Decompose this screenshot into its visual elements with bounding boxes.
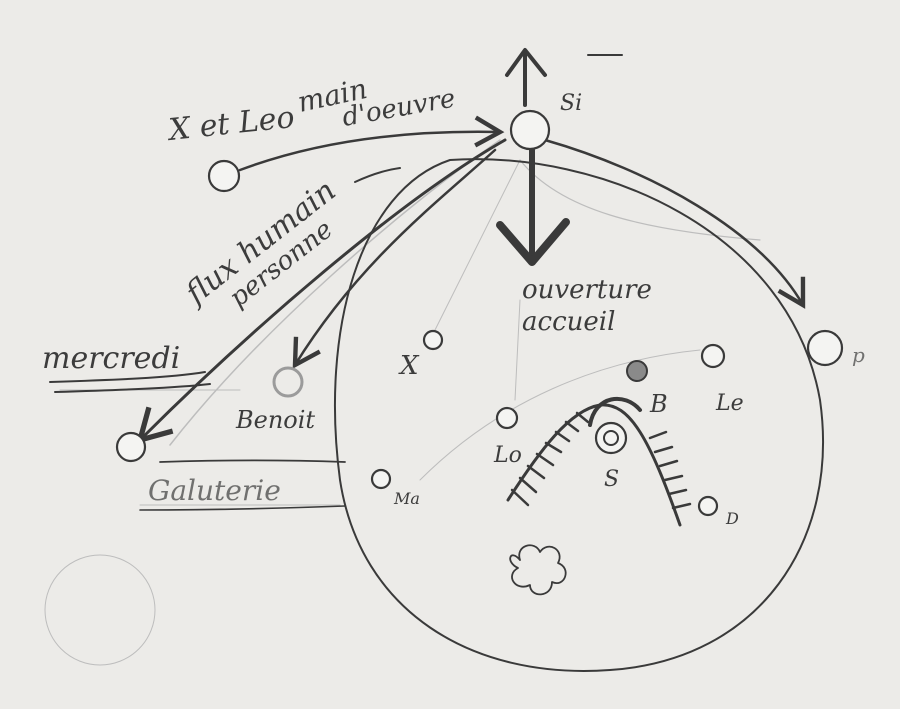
node-s-inner <box>603 430 619 446</box>
node-lo <box>495 406 519 430</box>
label-ouverture: ouverture <box>522 275 652 305</box>
label-lo: Lo <box>493 443 522 468</box>
node-benoit <box>272 366 304 398</box>
label-galuterie: Galuterie <box>148 474 281 507</box>
label-accueil: accueil <box>522 307 615 337</box>
labels: X et Leo main d'oeuvre Si flux humain pe… <box>42 72 865 528</box>
node-b <box>626 360 648 382</box>
label-mercredi: mercredi <box>42 341 180 376</box>
node-mercredi <box>115 431 147 463</box>
label-le: Le <box>715 391 744 416</box>
label-d: D <box>725 509 739 528</box>
label-ma: Ma <box>393 489 420 508</box>
node-si <box>509 109 551 151</box>
node-s <box>594 421 628 455</box>
node-le <box>700 343 726 369</box>
node-d <box>697 495 719 517</box>
underlines <box>49 167 401 511</box>
label-s: S <box>604 467 619 492</box>
node-x-et-leo <box>207 159 241 193</box>
label-x-et-leo: X et Leo <box>165 100 296 148</box>
node-p <box>806 329 844 367</box>
label-p: p <box>852 343 865 367</box>
label-b: B <box>649 390 668 418</box>
node-x <box>422 329 444 351</box>
node-ma <box>370 468 392 490</box>
label-benoit: Benoit <box>235 406 315 434</box>
hatched-arc <box>506 396 692 527</box>
arrows <box>136 48 806 444</box>
label-si: Si <box>560 91 582 116</box>
flower-shape <box>509 544 567 596</box>
label-x: X <box>398 351 420 381</box>
territory-circle <box>334 158 825 672</box>
nodes <box>115 109 844 596</box>
